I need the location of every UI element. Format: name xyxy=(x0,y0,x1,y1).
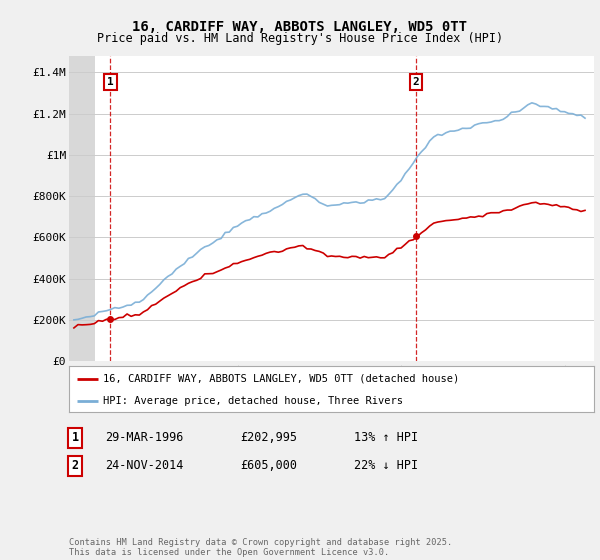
Text: 22% ↓ HPI: 22% ↓ HPI xyxy=(354,459,418,473)
Text: Price paid vs. HM Land Registry's House Price Index (HPI): Price paid vs. HM Land Registry's House … xyxy=(97,32,503,45)
Text: 2: 2 xyxy=(71,459,79,473)
Text: 1: 1 xyxy=(71,431,79,445)
Text: HPI: Average price, detached house, Three Rivers: HPI: Average price, detached house, Thre… xyxy=(103,396,403,407)
Text: 2: 2 xyxy=(412,77,419,87)
Text: 16, CARDIFF WAY, ABBOTS LANGLEY, WD5 0TT: 16, CARDIFF WAY, ABBOTS LANGLEY, WD5 0TT xyxy=(133,20,467,34)
Bar xyxy=(69,56,95,361)
Text: £202,995: £202,995 xyxy=(240,431,297,445)
Text: £605,000: £605,000 xyxy=(240,459,297,473)
Text: 29-MAR-1996: 29-MAR-1996 xyxy=(105,431,184,445)
Text: 13% ↑ HPI: 13% ↑ HPI xyxy=(354,431,418,445)
Text: 1: 1 xyxy=(107,77,114,87)
Text: 24-NOV-2014: 24-NOV-2014 xyxy=(105,459,184,473)
Text: Contains HM Land Registry data © Crown copyright and database right 2025.
This d: Contains HM Land Registry data © Crown c… xyxy=(69,538,452,557)
Text: 16, CARDIFF WAY, ABBOTS LANGLEY, WD5 0TT (detached house): 16, CARDIFF WAY, ABBOTS LANGLEY, WD5 0TT… xyxy=(103,374,460,384)
